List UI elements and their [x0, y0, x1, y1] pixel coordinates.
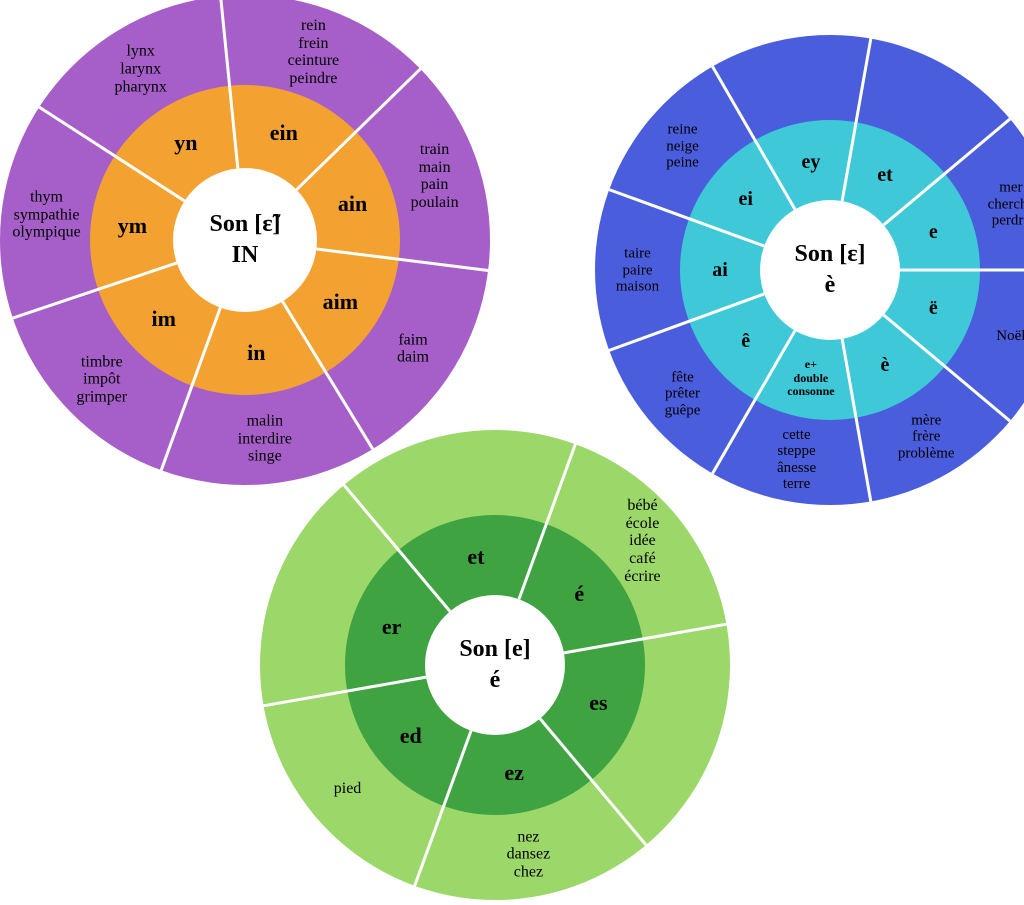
wheel-e-grave-examples: mère frère problème: [898, 412, 955, 462]
wheel-e-acute-title: Son [e]é: [459, 634, 530, 696]
wheel-e-acute-grapheme: é: [574, 582, 584, 606]
wheel-in-grapheme: yn: [174, 131, 197, 155]
wheel-e-acute-examples: bébé école idée café écrire: [624, 497, 660, 585]
wheel-in-grapheme: ym: [118, 214, 147, 238]
wheel-in-title: Son [ɛ̃]IN: [210, 209, 281, 271]
title-line1: Son [e]: [459, 634, 530, 665]
wheel-in: Son [ɛ̃]IN im timbre impôt grimper ym thym s…: [0, 0, 490, 485]
wheel-e-acute-grapheme: ez: [504, 761, 524, 785]
wheel-e-grave-examples: fête prêter guêpe: [665, 369, 701, 419]
wheel-e-grave-examples: cette steppe ânesse terre: [777, 427, 816, 493]
wheel-in-examples: timbre impôt grimper: [76, 353, 127, 406]
wheel-in-examples: rein frein ceinture peindre: [288, 17, 340, 87]
wheel-in-grapheme: ein: [270, 121, 298, 145]
wheel-in-grapheme: in: [247, 341, 265, 365]
wheel-in-examples: faim daim: [397, 331, 429, 366]
title-line2: IN: [210, 240, 281, 271]
wheel-e-acute-grapheme: et: [467, 545, 484, 569]
title-line2: è: [795, 270, 866, 301]
title-line1: Son [ɛ̃]: [210, 209, 281, 240]
wheel-e-grave-examples: taire paire maison: [616, 245, 659, 295]
wheel-e-grave-grapheme: ei: [739, 188, 753, 210]
wheel-in-grapheme: im: [152, 307, 176, 331]
wheel-e-acute-examples: nez dansez chez: [507, 828, 551, 881]
wheel-e-grave-grapheme: ê: [741, 330, 750, 352]
wheel-e-grave-examples: Noël: [996, 328, 1024, 345]
wheel-e-grave-grapheme: e+ double consonne: [787, 359, 834, 399]
wheel-e-acute: Son [e]éedpiederetébébé école idée café …: [260, 430, 730, 900]
wheel-e-acute-grapheme: es: [589, 691, 607, 715]
wheel-in-examples: thym sympathie olympique: [12, 189, 80, 242]
wheel-e-grave-examples: mer cherche perdre: [988, 179, 1024, 229]
wheel-in-examples: train main pain poulain: [411, 141, 459, 211]
wheel-e-grave-grapheme: ë: [929, 297, 938, 319]
wheel-e-grave-grapheme: è: [881, 354, 890, 376]
wheel-in-grapheme: aim: [323, 289, 358, 313]
wheel-e-acute-grapheme: er: [382, 615, 402, 639]
wheel-e-grave-grapheme: ey: [801, 151, 820, 173]
title-line1: Son [ɛ]: [795, 239, 866, 270]
wheel-in-examples: lynx larynx pharynx: [114, 43, 166, 96]
wheel-e-acute-grapheme: ed: [400, 724, 422, 748]
wheel-in-grapheme: ain: [338, 192, 367, 216]
wheel-e-acute-examples: pied: [334, 780, 362, 798]
wheel-e-grave-grapheme: ai: [712, 259, 728, 281]
title-line2: é: [459, 665, 530, 696]
wheel-e-grave-examples: reine neige peine: [666, 122, 698, 172]
wheel-e-grave-title: Son [ɛ]è: [795, 239, 866, 301]
wheel-e-grave-grapheme: e: [929, 221, 938, 243]
wheel-e-grave-grapheme: et: [877, 164, 893, 186]
